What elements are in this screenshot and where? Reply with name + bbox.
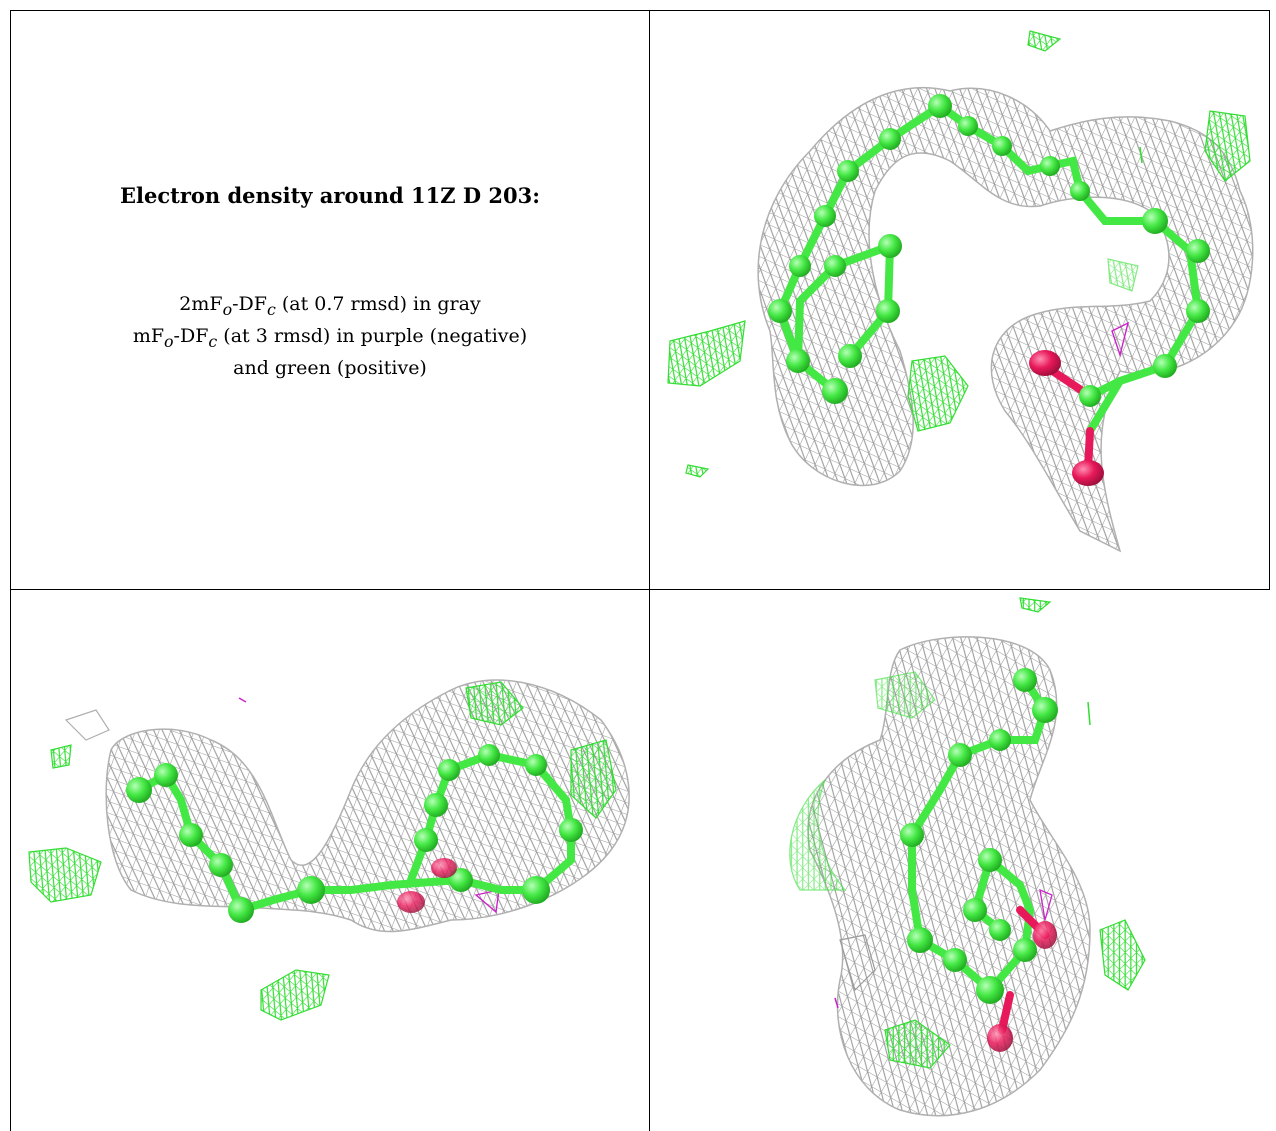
- electron-density-mesh-icon: [28, 679, 630, 1021]
- view-bottom-left: [11, 590, 649, 1131]
- grid-divider-vertical: [649, 10, 650, 1131]
- caption-line-positive: and green (positive): [233, 356, 427, 379]
- view-bottom-right: [650, 590, 1270, 1131]
- caption-panel: Electron density around 11Z D 203: 2mFo-…: [11, 11, 649, 589]
- caption-line-2fofc: 2mFo-DFc (at 0.7 rmsd) in gray: [179, 293, 481, 319]
- electron-density-mesh-icon: [789, 597, 1146, 1117]
- figure-grid: [10, 10, 1270, 1131]
- caption-title: Electron density around 11Z D 203:: [120, 183, 540, 208]
- electron-density-mesh-icon: [667, 30, 1254, 553]
- view-top-right: [650, 11, 1269, 589]
- grid-divider-horizontal: [10, 589, 1270, 590]
- grid-divider-right: [1269, 10, 1270, 589]
- caption-line-fofc: mFo-DFc (at 3 rmsd) in purple (negative): [132, 324, 528, 351]
- caption-description: 2mFo-DFc (at 0.7 rmsd) in gray mFo-DFc (…: [11, 291, 649, 381]
